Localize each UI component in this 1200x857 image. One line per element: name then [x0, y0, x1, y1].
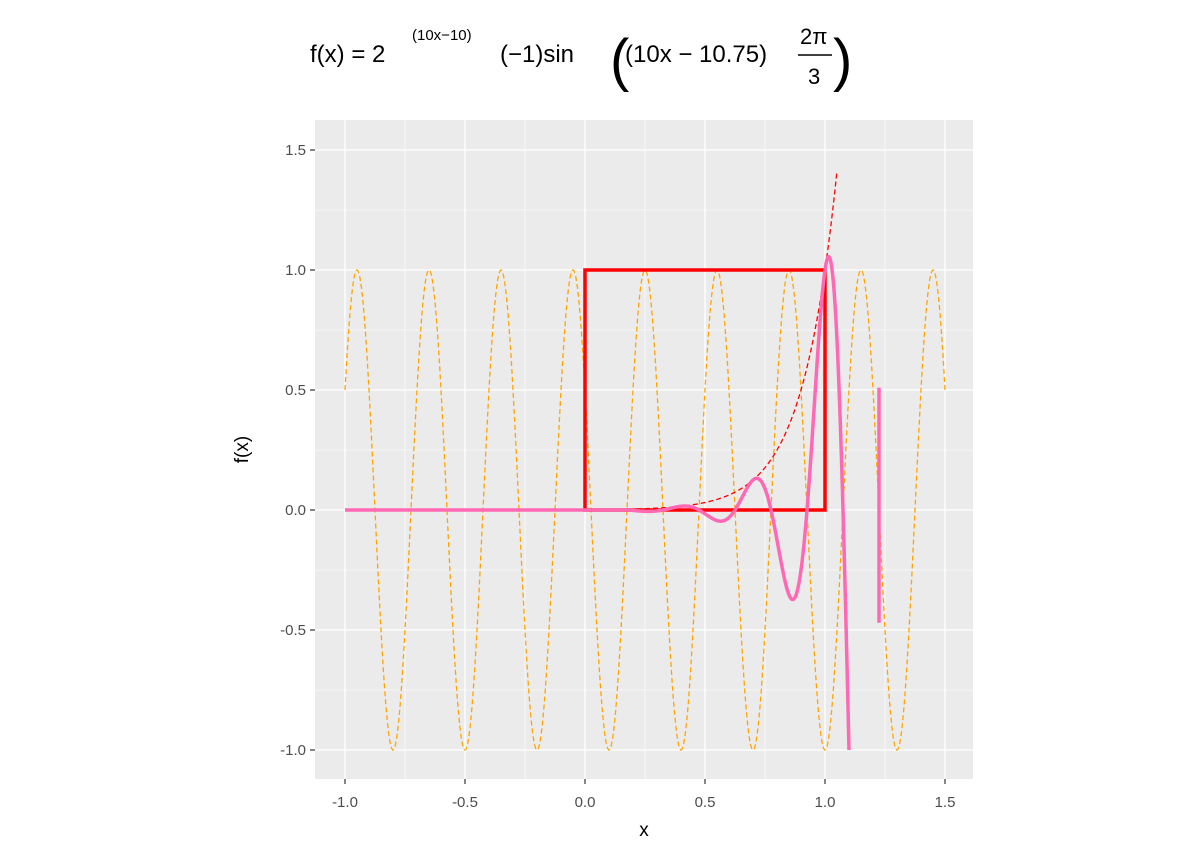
- title-denominator: 3: [808, 64, 820, 89]
- title-numerator: 2π: [800, 24, 827, 49]
- x-tick-label: 1.0: [815, 794, 836, 811]
- envelope-series-line: [620, 170, 838, 510]
- axis-ticks: -1.0 -0.5 0.0 0.5 1.0 1.5 -1.0 -0.5 0.0 0.5 1.0 1.5: [280, 142, 955, 811]
- y-tick-label: 0.0: [285, 502, 306, 519]
- y-tick-label: 1.0: [285, 262, 306, 279]
- y-tick-label: -1.0: [280, 742, 306, 759]
- title-exponent: (10x−10): [412, 27, 472, 44]
- title-arg: (10x − 10.75): [625, 41, 767, 68]
- series-layer: [344, 170, 946, 751]
- x-tick-label: -1.0: [332, 794, 358, 811]
- y-tick-label: -0.5: [280, 622, 306, 639]
- x-tick-label: 1.5: [935, 794, 956, 811]
- y-tick-label: 0.5: [285, 382, 306, 399]
- x-tick-label: -0.5: [452, 794, 478, 811]
- y-tick-label: 1.5: [285, 142, 306, 159]
- title-rest: (−1)sin: [500, 41, 574, 68]
- title-lhs: f(x) = 2: [310, 41, 385, 68]
- highlight-box: [583, 268, 827, 512]
- title-paren-open: (: [610, 28, 629, 93]
- chart-title: f(x) = 2 (10x−10) (−1)sin ( (10x − 10.75…: [310, 24, 852, 93]
- x-axis-label: x: [639, 820, 649, 841]
- y-axis-label: f(x): [232, 436, 253, 463]
- x-tick-label: 0.0: [575, 794, 596, 811]
- pink-series-line: [345, 254, 851, 751]
- title-paren-close: ): [833, 28, 852, 93]
- x-tick-label: 0.5: [695, 794, 716, 811]
- plot-panel: [315, 120, 973, 779]
